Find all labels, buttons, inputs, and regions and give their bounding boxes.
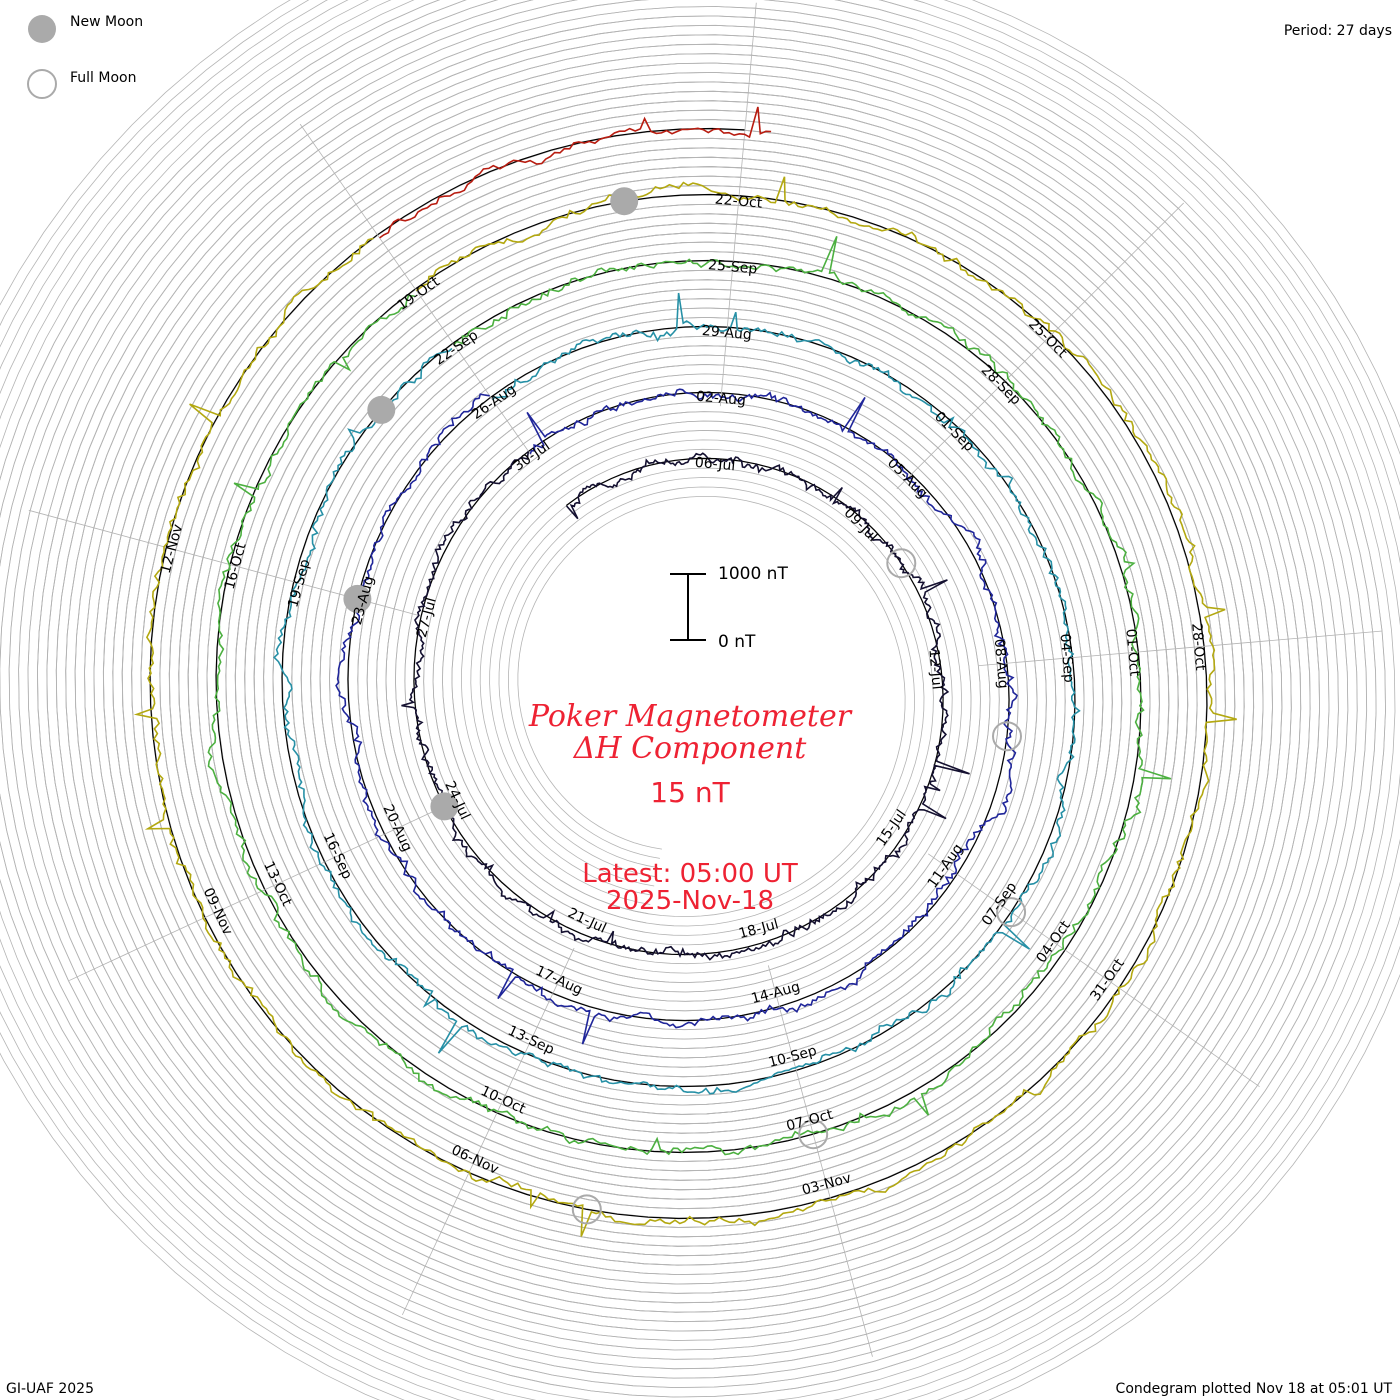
date-tick-label: 16-Sep — [320, 830, 355, 882]
date-tick-label: 30-Jul — [511, 438, 553, 474]
scale-bar-top-label: 1000 nT — [718, 564, 788, 584]
date-tick-label: 04-Oct — [1033, 918, 1074, 966]
date-tick-label: 28-Oct — [1188, 623, 1208, 672]
grid-ring-19 — [8, 0, 1349, 1360]
new-moon-marker — [430, 792, 459, 821]
trace-turn-1 — [335, 388, 1018, 1045]
date-tick-label: 25-Sep — [707, 257, 758, 277]
date-tick-label: 06-Nov — [449, 1142, 501, 1178]
legend-layer — [27, 15, 57, 99]
date-tick-label: 22-Sep — [432, 327, 482, 368]
footer-plot-time: Condegram plotted Nov 18 at 05:01 UT — [1115, 1381, 1392, 1397]
radial-spoke-1 — [719, 2, 757, 407]
date-tick-label: 09-Jul — [841, 505, 881, 545]
date-tick-label: 22-Oct — [714, 192, 763, 212]
radial-spoke-2 — [896, 202, 1184, 490]
date-tick-label: 17-Aug — [533, 963, 585, 999]
date-tick-label: 06-Jul — [694, 455, 736, 475]
full-moon-marker — [996, 897, 1027, 928]
date-tick-label: 02-Aug — [695, 389, 746, 409]
new-moon-marker — [343, 584, 372, 613]
full-moon-marker — [571, 1194, 602, 1225]
new-moon-legend-label: New Moon — [70, 14, 144, 30]
baseline-spiral — [149, 127, 1208, 1220]
radial-spoke-7 — [68, 809, 437, 981]
period-label: Period: 27 days — [1283, 23, 1392, 39]
scale-bar-bottom-label: 0 nT — [718, 632, 756, 652]
radial-spoke-5 — [767, 965, 873, 1357]
full-moon-legend-label: Full Moon — [70, 70, 137, 86]
new-moon-marker — [367, 395, 396, 424]
date-tick-label: 27-Jul — [414, 596, 440, 639]
grid-ring-22 — [0, 0, 1377, 1389]
date-tick-label: 10-Sep — [767, 1043, 819, 1071]
new-moon-marker — [610, 187, 639, 216]
date-tick-label: 13-Oct — [260, 859, 295, 909]
date-tick-label: 31-Oct — [1087, 956, 1128, 1004]
trace-turn-0 — [401, 451, 970, 961]
date-tick-label: 04-Sep — [1057, 633, 1077, 684]
footer-credit: GI-UAF 2025 — [6, 1381, 94, 1397]
full-moon-marker — [886, 548, 917, 579]
date-tick-label: 26-Aug — [469, 381, 519, 423]
date-tick-label: 01-Oct — [1122, 628, 1142, 677]
trace-turn-3 — [207, 235, 1172, 1156]
radial-spoke-3 — [978, 630, 1383, 667]
latest-time: Latest: 05:00 UT — [582, 859, 798, 889]
date-tick-label: 12-Jul — [925, 648, 944, 690]
date-tick-label: 29-Aug — [701, 323, 752, 343]
trace-layer — [133, 106, 1237, 1237]
new-moon-legend-icon — [28, 15, 56, 43]
chart-title-line2: ΔH Component — [573, 731, 807, 766]
full-moon-marker — [992, 721, 1022, 752]
grid-ring-1 — [178, 156, 1179, 1191]
trace-turn-2 — [273, 292, 1081, 1095]
radial-spoke-4 — [927, 853, 1260, 1088]
date-tick-label: 19-Oct — [395, 273, 443, 314]
chart-title-line1: Poker Magnetometer — [528, 699, 852, 734]
date-tick-label: 08-Aug — [991, 638, 1011, 689]
trace-turn-5 — [379, 106, 772, 239]
date-tick-label: 09-Nov — [200, 885, 236, 937]
trace-turn-4 — [133, 176, 1237, 1237]
latest-date: 2025-Nov-18 — [605, 886, 775, 916]
full-moon-legend-icon — [27, 69, 57, 99]
moon-layer — [343, 187, 1027, 1225]
date-tick-label: 15-Jul — [873, 807, 909, 849]
scale-bar — [670, 573, 706, 641]
full-moon-marker — [798, 1119, 829, 1150]
radial-spoke-6 — [401, 947, 575, 1316]
grid-ring-4 — [149, 128, 1208, 1219]
date-tick-label: 20-Aug — [379, 802, 415, 854]
chart-scale-value: 15 nT — [650, 776, 730, 809]
